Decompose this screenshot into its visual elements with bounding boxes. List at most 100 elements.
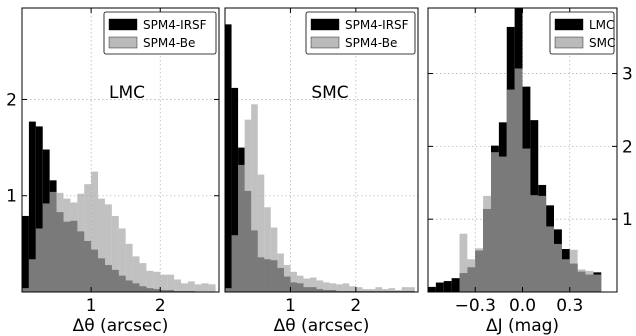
legend: SPM4-IRSF SPM4-Be bbox=[103, 11, 217, 55]
bar-spm4-be bbox=[336, 284, 343, 292]
bar-spm4-irsf bbox=[28, 121, 36, 292]
bar-smc bbox=[506, 89, 515, 292]
bar-spm4-irsf bbox=[22, 215, 29, 292]
y-tick-label: 2 bbox=[622, 137, 633, 157]
legend-label: SMC bbox=[589, 36, 615, 50]
legend-swatch bbox=[554, 36, 584, 49]
bar-spm4-be bbox=[316, 280, 324, 292]
bar-spm4-be bbox=[401, 287, 409, 292]
bar-spm4-be bbox=[70, 202, 78, 292]
legend: LMC SMC bbox=[549, 11, 615, 55]
legend-swatch bbox=[108, 36, 138, 49]
bar-smc bbox=[585, 270, 594, 292]
bar-spm4-be bbox=[238, 164, 245, 292]
bar-spm4-be bbox=[132, 256, 140, 292]
bar-spm4-be bbox=[146, 270, 154, 292]
bar-spm4-be bbox=[283, 265, 291, 292]
x-axis-label: ΔJ (mag) bbox=[486, 316, 559, 336]
bar-spm4-irsf bbox=[231, 87, 239, 292]
legend-label: SPM4-Be bbox=[143, 36, 195, 50]
bar-spm4-be bbox=[84, 184, 92, 292]
bar-spm4-be bbox=[118, 228, 126, 292]
bar-spm4-be bbox=[49, 191, 57, 292]
bar-spm4-be bbox=[42, 203, 50, 292]
bar-lmc bbox=[435, 282, 444, 292]
bar-spm4-be bbox=[77, 193, 85, 292]
bar-spm4-be bbox=[408, 287, 415, 292]
x-tick-label: 0.0 bbox=[509, 296, 536, 316]
bar-smc bbox=[475, 248, 484, 292]
bar-spm4-be bbox=[167, 274, 175, 292]
bar-spm4-be bbox=[303, 278, 311, 292]
bar-spm4-be bbox=[174, 279, 181, 292]
x-tick-label: 1 bbox=[285, 296, 296, 316]
legend-swatch bbox=[310, 18, 340, 31]
bar-spm4-be bbox=[296, 275, 304, 292]
bar-spm4-irsf bbox=[35, 126, 43, 292]
bars bbox=[225, 24, 415, 292]
bar-lmc bbox=[451, 278, 460, 292]
bar-spm4-be bbox=[194, 284, 202, 292]
legend-label: SPM4-IRSF bbox=[345, 18, 409, 32]
bar-smc bbox=[459, 233, 468, 292]
bar-spm4-be bbox=[225, 288, 232, 292]
bar-spm4-be bbox=[63, 198, 71, 292]
bar-smc bbox=[498, 156, 507, 292]
bar-spm4-be bbox=[22, 288, 29, 292]
bar-smc bbox=[546, 226, 554, 292]
bar-spm4-be bbox=[382, 289, 389, 292]
y-tick-label: 3 bbox=[622, 65, 633, 85]
x-tick-label: 2 bbox=[155, 296, 166, 316]
histogram-panel-middle: 1 2Δθ (arcsec) SMC SPM4-IRSF SPM4-Be bbox=[224, 7, 419, 336]
plot-frame bbox=[21, 7, 220, 293]
bar-smc bbox=[530, 195, 539, 292]
bar-spm4-be bbox=[98, 198, 105, 292]
bar-spm4-be bbox=[323, 282, 330, 292]
bar-spm4-be bbox=[251, 104, 258, 292]
bar-spm4-be bbox=[395, 290, 402, 292]
bar-spm4-be bbox=[187, 281, 195, 292]
bar-smc bbox=[593, 274, 602, 292]
bar-smc bbox=[467, 259, 476, 292]
legend-swatch bbox=[108, 18, 138, 31]
legend-swatch bbox=[310, 36, 340, 49]
bar-spm4-be bbox=[349, 286, 356, 292]
bar-spm4-be bbox=[270, 227, 278, 292]
bars bbox=[428, 8, 602, 292]
bar-spm4-be bbox=[244, 119, 252, 292]
legend: SPM4-IRSF SPM4-Be bbox=[305, 11, 416, 55]
bar-spm4-be bbox=[375, 287, 383, 292]
bar-spm4-be bbox=[104, 204, 112, 292]
bar-smc bbox=[522, 148, 531, 292]
bar-spm4-be bbox=[91, 171, 99, 292]
bar-spm4-irsf bbox=[225, 24, 232, 292]
bar-lmc bbox=[428, 286, 436, 292]
bar-spm4-be bbox=[35, 228, 43, 292]
bar-smc bbox=[514, 68, 523, 292]
bar-spm4-be bbox=[160, 274, 168, 292]
bar-spm4-be bbox=[208, 284, 216, 292]
bar-spm4-be bbox=[310, 277, 317, 292]
legend-label: SPM4-Be bbox=[345, 36, 397, 50]
bars bbox=[22, 121, 216, 292]
legend-swatch bbox=[554, 18, 584, 31]
bar-spm4-be bbox=[355, 287, 363, 292]
x-tick-label: 1 bbox=[86, 296, 97, 316]
bar-smc bbox=[554, 243, 562, 292]
bar-lmc bbox=[443, 281, 452, 292]
bar-spm4-be bbox=[28, 259, 36, 292]
histogram-panel-right: −0.3 0.0 0.3 1 2 3 ΔJ (mag) LMC SMC bbox=[427, 7, 633, 336]
bar-spm4-be bbox=[201, 283, 209, 292]
bar-smc bbox=[577, 269, 586, 292]
bar-spm4-be bbox=[342, 283, 350, 292]
bar-spm4-be bbox=[264, 207, 271, 292]
bar-spm4-be bbox=[111, 215, 119, 292]
y-tick-label: 1 bbox=[6, 187, 17, 207]
bar-smc bbox=[569, 249, 578, 292]
plot-frame bbox=[224, 7, 419, 293]
bar-spm4-be bbox=[139, 263, 147, 292]
bar-spm4-be bbox=[257, 174, 265, 292]
bar-smc bbox=[561, 259, 570, 292]
legend-label: SPM4-IRSF bbox=[143, 18, 207, 32]
